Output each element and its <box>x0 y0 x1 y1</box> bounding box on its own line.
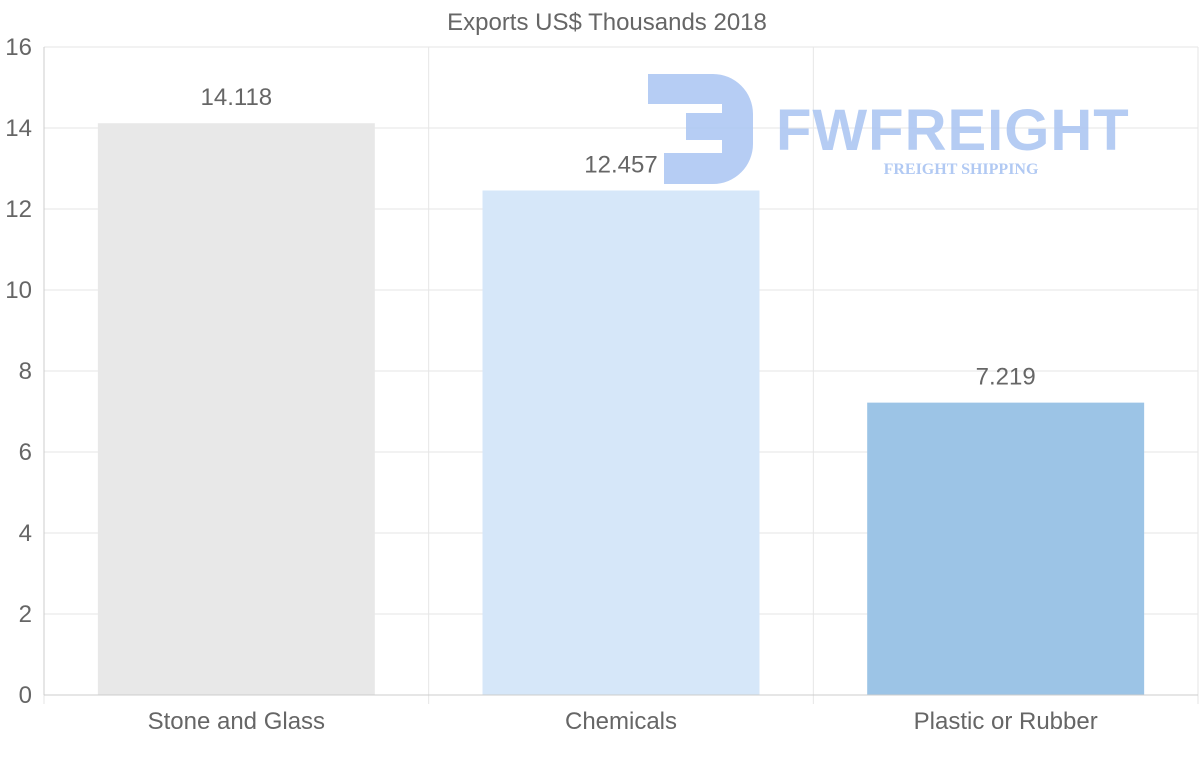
watermark-logo-mark <box>648 74 753 184</box>
chart-container: FWFREIGHT FREIGHT SHIPPING 14.118 12.457 7… <box>0 0 1200 763</box>
y-tick-label: 14 <box>5 115 32 142</box>
bar <box>483 190 760 695</box>
y-tick-label: 16 <box>5 34 32 61</box>
bar <box>867 403 1144 695</box>
x-tick-label: Chemicals <box>565 708 677 735</box>
x-tick-label: Plastic or Rubber <box>914 708 1098 735</box>
watermark-subtitle: FREIGHT SHIPPING <box>884 161 1039 178</box>
bar-chart: FWFREIGHT FREIGHT SHIPPING 14.118 12.457 7… <box>0 0 1200 763</box>
y-tick-label: 0 <box>19 682 32 709</box>
chart-title: Exports US$ Thousands 2018 <box>447 9 767 36</box>
bar <box>98 123 375 695</box>
fwfreight-logo-watermark: FWFREIGHT FREIGHT SHIPPING <box>648 74 1130 184</box>
y-tick-label: 6 <box>19 439 32 466</box>
data-label: 14.118 <box>201 84 273 111</box>
y-tick-label: 2 <box>19 601 32 628</box>
y-tick-label: 12 <box>5 196 32 223</box>
watermark-wordmark: FWFREIGHT <box>776 98 1130 163</box>
data-label: 7.219 <box>976 364 1036 391</box>
data-label: 12.457 <box>584 151 657 178</box>
y-tick-label: 4 <box>19 520 32 547</box>
y-tick-label: 8 <box>19 358 32 385</box>
x-tick-label: Stone and Glass <box>148 708 325 735</box>
y-tick-label: 10 <box>5 277 32 304</box>
